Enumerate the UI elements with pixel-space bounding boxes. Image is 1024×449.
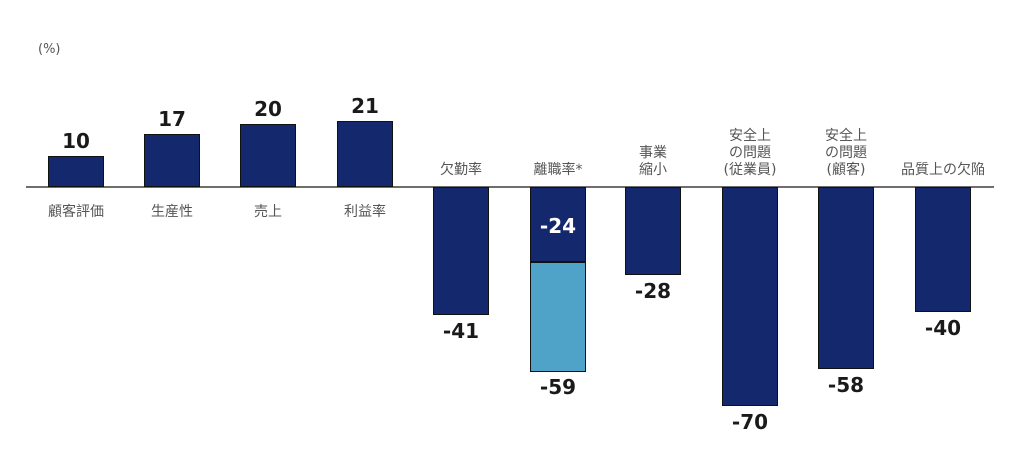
value-label: -70 xyxy=(731,410,769,435)
category-label: 売上 xyxy=(254,204,282,220)
category-label: 事業 縮小 xyxy=(639,145,667,178)
value-label: -41 xyxy=(442,319,480,344)
bar-segment-upper xyxy=(530,187,586,263)
category-label: 顧客評価 xyxy=(48,204,104,220)
unit-label: (%) xyxy=(38,42,61,57)
category-label: 品質上の欠陥 xyxy=(901,162,985,178)
value-label: 20 xyxy=(254,97,282,122)
bar xyxy=(144,133,200,187)
value-label: -40 xyxy=(924,316,962,341)
category-label: 離職率* xyxy=(533,162,583,178)
bar xyxy=(722,187,778,407)
category-label: 安全上 の問題 (従業員) xyxy=(723,128,777,178)
value-label: 17 xyxy=(158,106,186,131)
value-label: -58 xyxy=(827,372,865,397)
value-label: -59 xyxy=(539,374,577,399)
value-label: 10 xyxy=(62,128,90,153)
value-label: -24 xyxy=(539,214,577,238)
bar xyxy=(240,124,296,187)
category-label: 安全上 の問題 (顧客) xyxy=(825,128,867,178)
bar xyxy=(433,187,489,316)
bar xyxy=(48,155,104,187)
category-label: 欠勤率 xyxy=(440,162,482,178)
category-label: 利益率 xyxy=(344,204,386,220)
category-label: 生産性 xyxy=(151,204,193,220)
value-label: 21 xyxy=(351,94,379,119)
bar xyxy=(818,187,874,369)
zero-axis-line xyxy=(26,186,994,188)
bar xyxy=(625,187,681,275)
bar xyxy=(915,187,971,313)
bar xyxy=(337,121,393,187)
bar-segment-lower xyxy=(530,262,586,372)
value-label: -28 xyxy=(634,278,672,303)
